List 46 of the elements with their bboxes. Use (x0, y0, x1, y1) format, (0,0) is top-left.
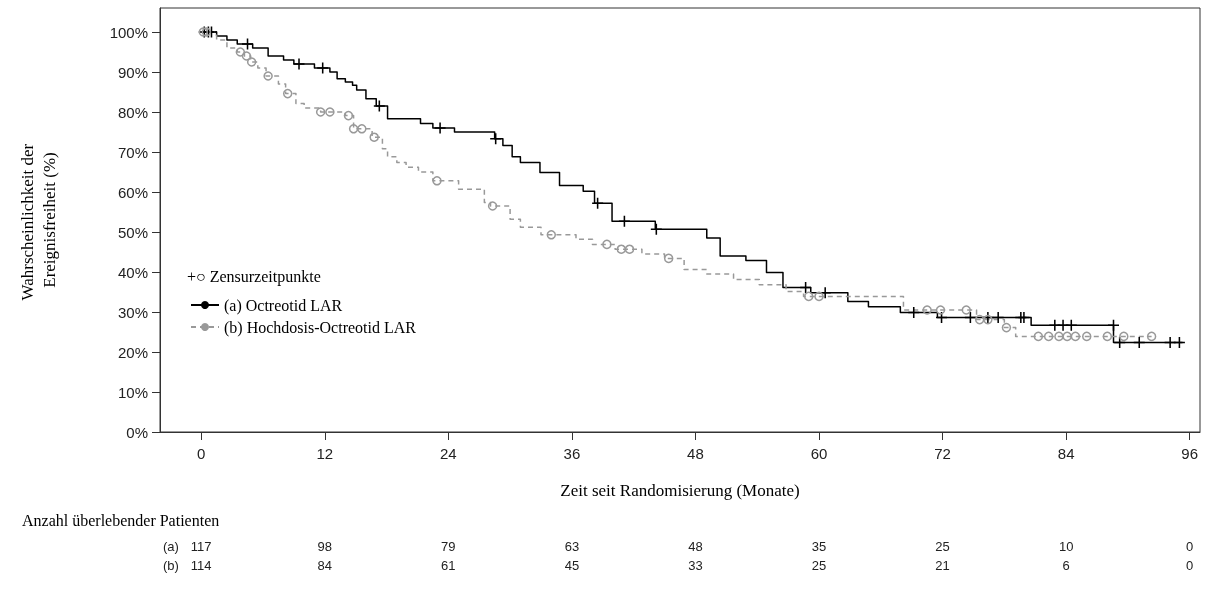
text: (b) (163, 558, 179, 573)
text: 98 (317, 539, 332, 554)
y-tick-label: 0% (126, 423, 148, 441)
text: 117 (190, 539, 212, 554)
text: 61 (441, 558, 456, 573)
text: 114 (190, 558, 212, 573)
text: 45 (564, 558, 580, 573)
y-tick-label: 50% (117, 223, 148, 241)
text: 6 (1062, 558, 1070, 573)
x-tick-label: 36 (563, 445, 581, 462)
legend-label: (a) Octreotid LAR (224, 296, 343, 315)
x-tick-label: 0 (197, 445, 206, 462)
y-tick-label: 20% (117, 343, 148, 361)
x-tick-label: 24 (439, 445, 457, 462)
text: 84 (317, 558, 332, 573)
x-tick-label: 84 (1057, 445, 1075, 462)
y-tick-label: 70% (117, 143, 148, 161)
text: 25 (935, 539, 950, 554)
y-axis-title: Wahrscheinlichkeit der Ereignisfreiheit (%) (17, 139, 59, 301)
y-tick-label: 40% (117, 263, 148, 281)
text: 0 (1186, 539, 1194, 554)
text: 10 (1058, 539, 1074, 554)
text: 21 (935, 558, 950, 573)
legend-label: (b) Hochdosis-Octreotid LAR (224, 318, 417, 337)
text: 0 (1186, 558, 1194, 573)
x-axis-title: Zeit seit Randomisierung (Monate) (560, 481, 800, 500)
text: 25 (811, 558, 827, 573)
text: 48 (688, 539, 703, 554)
y-tick-label: 100% (109, 23, 148, 41)
y-tick-label: 90% (117, 63, 148, 81)
x-tick-label: 96 (1181, 445, 1199, 462)
text: Anzahl überlebender Patienten (22, 511, 220, 529)
text: 79 (441, 539, 456, 554)
x-tick-label: 48 (687, 445, 704, 462)
text: 35 (811, 539, 827, 554)
x-tick-label: 12 (316, 445, 334, 462)
x-tick-label: 72 (934, 445, 951, 462)
text: 63 (564, 539, 580, 554)
x-tick-label: 60 (810, 445, 828, 462)
text: (a) (163, 539, 179, 554)
y-tick-label: 30% (117, 303, 148, 321)
legend-title: +○ Zensurzeitpunkte (187, 267, 321, 286)
y-tick-label: 60% (117, 183, 148, 201)
y-tick-label: 10% (117, 383, 148, 401)
text: 33 (688, 558, 703, 573)
y-tick-label: 80% (117, 103, 148, 121)
